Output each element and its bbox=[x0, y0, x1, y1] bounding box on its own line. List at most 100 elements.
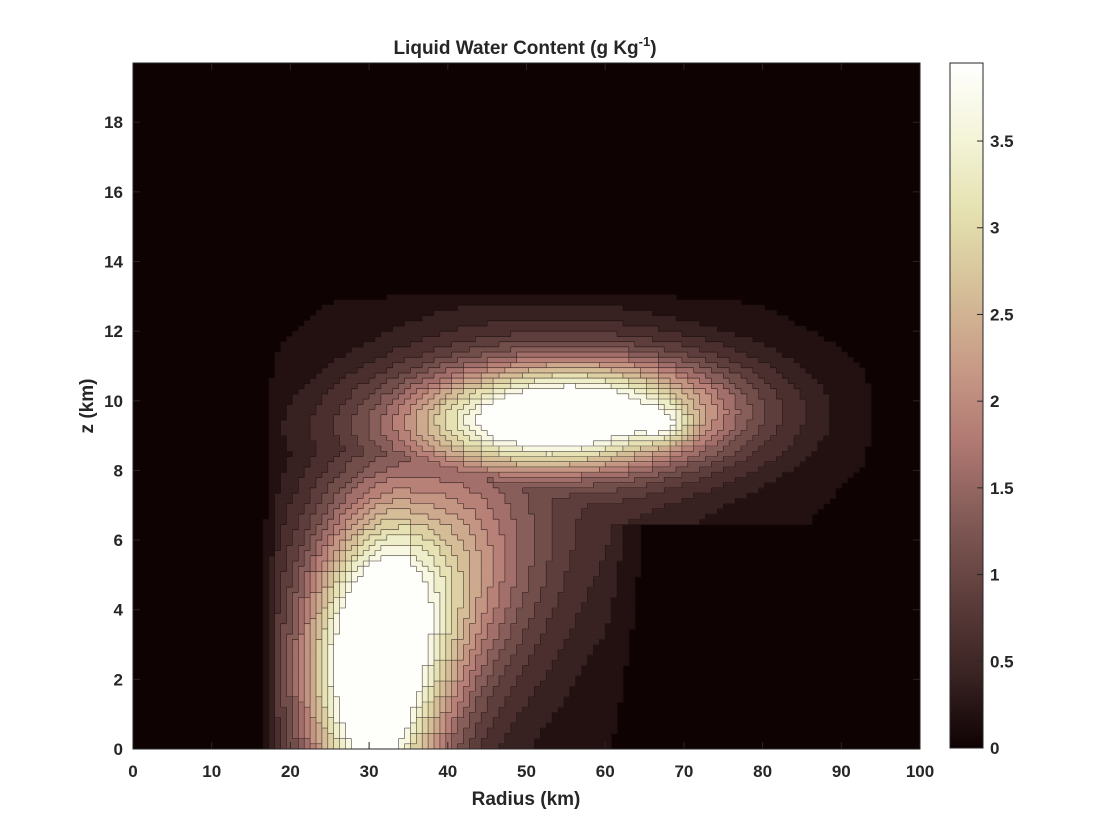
contour-band bbox=[699, 320, 795, 327]
contour-band bbox=[705, 409, 718, 416]
contour-band bbox=[416, 691, 423, 698]
contour-band bbox=[286, 513, 299, 520]
contour-band bbox=[262, 665, 270, 672]
contour-band bbox=[310, 534, 323, 541]
contour-band bbox=[422, 743, 429, 749]
contour-band bbox=[599, 466, 630, 473]
contour-band bbox=[274, 357, 335, 364]
contour-band bbox=[286, 733, 293, 740]
contour-band bbox=[681, 341, 724, 348]
contour-band bbox=[693, 419, 701, 426]
contour-band bbox=[752, 336, 825, 343]
contour-band bbox=[304, 654, 311, 661]
contour-band bbox=[410, 738, 417, 745]
contour-band bbox=[611, 440, 630, 447]
contour-band bbox=[640, 446, 659, 452]
contour-band bbox=[735, 461, 766, 468]
contour-band bbox=[410, 487, 471, 494]
contour-band bbox=[693, 404, 707, 411]
contour-band bbox=[339, 560, 347, 567]
contour-band bbox=[817, 440, 872, 447]
contour-band bbox=[439, 519, 465, 525]
contour-band bbox=[652, 440, 671, 447]
contour-band bbox=[487, 707, 500, 714]
colorbar-frame bbox=[949, 62, 984, 749]
contour-band bbox=[552, 540, 577, 546]
contour-band bbox=[658, 383, 671, 390]
contour-band bbox=[333, 712, 341, 719]
contour-band bbox=[286, 654, 293, 661]
contour-band bbox=[735, 346, 777, 353]
contour-band bbox=[611, 613, 636, 620]
contour-band bbox=[451, 701, 459, 708]
contour-band bbox=[274, 508, 288, 515]
x-tick-label: 70 bbox=[674, 762, 693, 781]
contour-band bbox=[274, 675, 282, 682]
contour-band bbox=[280, 482, 299, 489]
contour-band bbox=[581, 513, 642, 520]
contour-band bbox=[327, 649, 335, 656]
contour-band bbox=[315, 712, 323, 719]
contour-band bbox=[310, 623, 317, 630]
contour-band bbox=[304, 639, 311, 646]
contour-band bbox=[475, 728, 488, 734]
contour-band bbox=[617, 581, 636, 588]
contour-band bbox=[693, 388, 707, 395]
contour-band bbox=[375, 336, 423, 343]
contour-band bbox=[534, 560, 547, 567]
contour-band bbox=[434, 733, 441, 740]
contour-band bbox=[563, 696, 624, 703]
contour-band bbox=[457, 498, 488, 505]
contour-band bbox=[770, 362, 801, 369]
contour-band bbox=[445, 613, 453, 620]
contour-band bbox=[469, 487, 500, 494]
contour-band bbox=[274, 707, 288, 714]
contour-band bbox=[428, 581, 435, 588]
contour-band bbox=[274, 534, 282, 541]
contour-band bbox=[292, 733, 299, 740]
contour-band bbox=[304, 597, 311, 604]
contour-band bbox=[546, 566, 571, 573]
contour-band bbox=[428, 644, 435, 651]
contour-band bbox=[463, 446, 482, 452]
contour-band bbox=[268, 461, 288, 468]
contour-band bbox=[321, 733, 329, 740]
contour-band bbox=[699, 393, 713, 400]
contour-band bbox=[481, 451, 500, 458]
contour-band bbox=[451, 388, 465, 395]
contour-band bbox=[298, 487, 311, 494]
contour-band bbox=[617, 571, 642, 578]
contour-band bbox=[268, 419, 282, 426]
contour-band bbox=[310, 540, 317, 546]
contour-band bbox=[569, 493, 648, 499]
contour-band bbox=[463, 733, 476, 740]
contour-band bbox=[262, 597, 270, 604]
contour-band bbox=[327, 587, 335, 593]
contour-band bbox=[746, 399, 766, 405]
contour-band bbox=[428, 654, 435, 661]
contour-band bbox=[428, 383, 441, 390]
contour-band bbox=[575, 545, 606, 552]
contour-band bbox=[487, 681, 500, 687]
contour-band bbox=[304, 555, 311, 562]
contour-band bbox=[410, 404, 423, 411]
contour-band bbox=[280, 529, 293, 536]
contour-band bbox=[410, 545, 423, 552]
contour-band bbox=[327, 707, 335, 714]
contour-band bbox=[658, 472, 683, 478]
contour-band bbox=[375, 357, 406, 364]
y-tick-label: 16 bbox=[104, 183, 123, 202]
contour-band bbox=[304, 628, 311, 635]
contour-band bbox=[304, 607, 311, 614]
contour-band bbox=[463, 461, 482, 468]
contour-band bbox=[262, 618, 270, 625]
contour-band bbox=[782, 399, 807, 405]
contour-band bbox=[735, 425, 748, 431]
contour-band bbox=[310, 566, 317, 573]
contour-band bbox=[699, 409, 707, 416]
contour-band bbox=[593, 581, 618, 588]
contour-band bbox=[723, 383, 736, 390]
contour-band bbox=[369, 414, 382, 421]
contour-band bbox=[298, 639, 305, 646]
contour-band bbox=[321, 581, 329, 588]
